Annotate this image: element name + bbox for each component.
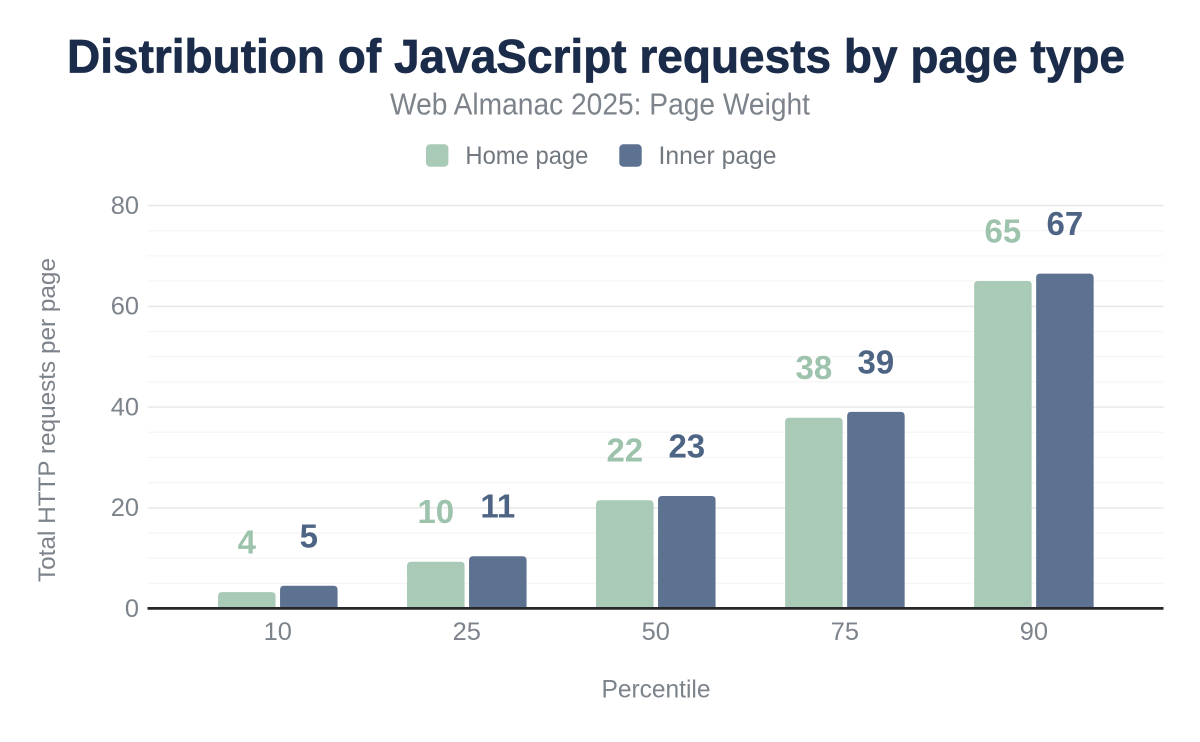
svg-text:Inner page: Inner page [659, 143, 777, 170]
svg-text:4: 4 [238, 524, 257, 561]
svg-text:40: 40 [111, 393, 139, 421]
svg-text:5: 5 [300, 517, 318, 554]
svg-text:39: 39 [858, 343, 895, 380]
svg-text:Total HTTP requests per page: Total HTTP requests per page [34, 258, 61, 582]
svg-text:Home page: Home page [465, 143, 588, 170]
svg-text:22: 22 [606, 432, 643, 469]
svg-text:67: 67 [1047, 205, 1084, 242]
svg-text:25: 25 [453, 618, 481, 646]
svg-text:10: 10 [417, 493, 454, 530]
svg-text:90: 90 [1020, 618, 1048, 646]
svg-text:38: 38 [796, 349, 833, 386]
svg-text:10: 10 [264, 618, 292, 646]
svg-text:80: 80 [111, 192, 139, 220]
svg-text:75: 75 [831, 618, 859, 646]
svg-text:60: 60 [111, 293, 139, 321]
svg-text:Web Almanac 2025: Page Weight: Web Almanac 2025: Page Weight [390, 86, 810, 121]
svg-text:65: 65 [985, 213, 1022, 250]
svg-text:0: 0 [125, 595, 139, 623]
svg-text:Distribution of JavaScript req: Distribution of JavaScript requests by p… [67, 29, 1125, 82]
svg-text:50: 50 [642, 618, 670, 646]
svg-text:11: 11 [480, 488, 515, 525]
svg-text:20: 20 [111, 494, 139, 522]
svg-text:Percentile: Percentile [602, 676, 711, 704]
svg-text:23: 23 [668, 428, 705, 465]
